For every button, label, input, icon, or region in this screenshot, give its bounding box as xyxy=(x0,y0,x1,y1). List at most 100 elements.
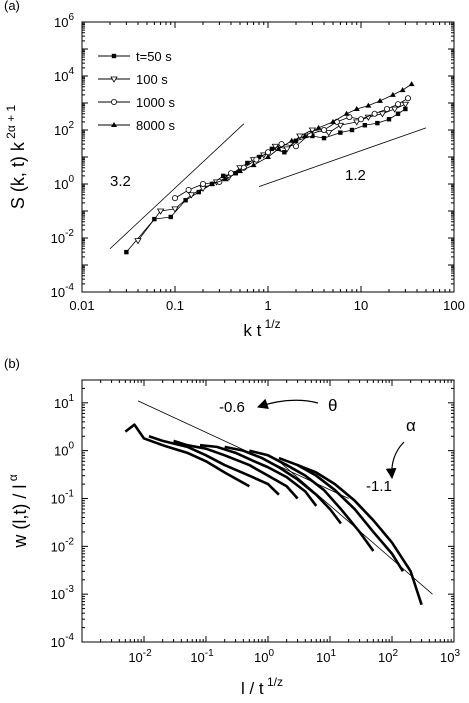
data-point xyxy=(343,110,350,116)
data-point xyxy=(183,198,188,203)
data-point xyxy=(395,101,402,108)
data-point xyxy=(292,143,299,150)
data-point xyxy=(383,105,390,112)
y-tick-label: 10-3 xyxy=(51,584,75,602)
y-tick-label: 104 xyxy=(54,66,74,84)
x-tick-label: 0.1 xyxy=(166,298,184,313)
panel-a: (a) 0.01 0.1 1 10 100 10-4 10-2 100 102 104 106 k t … xyxy=(4,0,465,340)
legend-label: 100 s xyxy=(136,72,168,87)
y-tick-label: 101 xyxy=(54,393,74,411)
arrow-theta xyxy=(256,398,319,409)
data-point xyxy=(265,154,271,159)
legend-label: 8000 s xyxy=(136,118,176,133)
x-tick-label: 100 xyxy=(254,648,274,665)
data-point xyxy=(349,127,355,133)
data-point xyxy=(386,117,392,122)
legend-marker xyxy=(111,99,118,106)
data-point xyxy=(375,120,380,126)
data-point xyxy=(364,114,373,121)
data-point xyxy=(357,116,364,123)
data-series xyxy=(148,435,280,496)
data-point xyxy=(315,124,322,130)
data-point xyxy=(209,181,216,186)
data-point xyxy=(275,145,282,151)
plot-frame xyxy=(81,379,455,643)
reference-line xyxy=(258,127,427,187)
data-series xyxy=(209,81,415,186)
data-series xyxy=(171,95,411,202)
data-series xyxy=(173,439,299,500)
y-tick-label: 106 xyxy=(54,12,74,30)
data-point xyxy=(302,132,309,138)
annotation-alpha: α xyxy=(406,416,416,435)
data-series xyxy=(224,445,342,525)
x-tick-label: 0.01 xyxy=(69,298,94,313)
x-tick-label: 10 xyxy=(354,298,368,313)
data-point xyxy=(250,162,257,168)
y-axis-label: S (k, t) k 2α + 1 xyxy=(4,105,28,210)
x-tick-label: 100 xyxy=(443,298,465,313)
data-point xyxy=(320,127,327,134)
data-point xyxy=(221,173,226,179)
data-point xyxy=(378,111,387,118)
data-series xyxy=(199,443,318,507)
data-point xyxy=(399,87,406,93)
data-point xyxy=(222,176,229,182)
data-point xyxy=(390,106,399,113)
data-point xyxy=(196,189,201,195)
arrow-alpha xyxy=(385,441,405,480)
series-line xyxy=(249,449,375,552)
legend-marker xyxy=(110,76,118,83)
data-point xyxy=(168,214,173,220)
legend: t=50 s 100 s 1000 s 8000 s xyxy=(98,49,176,133)
legend-marker xyxy=(111,122,117,127)
reference-line xyxy=(109,123,245,250)
panel-label: (a) xyxy=(4,0,20,13)
data-point xyxy=(237,168,244,174)
data-point xyxy=(321,135,327,141)
x-tick-label: 10-1 xyxy=(190,648,214,665)
data-point xyxy=(353,105,360,111)
data-point xyxy=(330,118,337,124)
data-series xyxy=(124,423,250,488)
data-point xyxy=(171,195,178,202)
legend-label: 1000 s xyxy=(136,95,176,110)
data-series xyxy=(249,449,375,552)
y-tick-label: 10-2 xyxy=(51,228,75,246)
data-point xyxy=(325,130,333,137)
y-tick-label: 100 xyxy=(54,441,74,459)
x-axis-label: l / t 1/z xyxy=(241,675,283,698)
series-line xyxy=(297,463,423,606)
data-point xyxy=(282,150,287,155)
data-point xyxy=(296,133,304,140)
data-point xyxy=(288,137,295,143)
data-point xyxy=(371,110,378,117)
x-tick-label: 10-2 xyxy=(128,648,152,665)
panel-b: (b) 10-2 10-1 100 101 102 103 10-4 10-3 10-2 10-1 1… xyxy=(4,356,460,698)
panel-label: (b) xyxy=(4,356,20,371)
y-tick-label: 10-2 xyxy=(51,536,75,554)
x-tick-label: 103 xyxy=(440,648,460,665)
data-point xyxy=(253,156,260,163)
y-axis-label: w (l,t) / l α xyxy=(6,474,30,548)
y-tick-label: 10-4 xyxy=(51,632,75,650)
data-point xyxy=(395,111,401,116)
series-line xyxy=(173,439,299,500)
data-point xyxy=(336,122,345,130)
data-point xyxy=(401,101,410,109)
data-point xyxy=(134,238,142,245)
series-line xyxy=(124,423,250,488)
legend-marker xyxy=(111,53,117,59)
data-point xyxy=(365,102,372,108)
series-line xyxy=(199,443,318,507)
data-point xyxy=(185,186,192,193)
data-point xyxy=(408,81,415,87)
x-tick-label: 1 xyxy=(264,298,271,313)
data-point xyxy=(124,249,129,255)
data-point xyxy=(389,91,396,97)
data-series xyxy=(134,101,410,245)
slope-label: -1.1 xyxy=(366,478,392,495)
y-tick-label: 10-1 xyxy=(51,488,75,506)
series-line xyxy=(224,445,342,525)
